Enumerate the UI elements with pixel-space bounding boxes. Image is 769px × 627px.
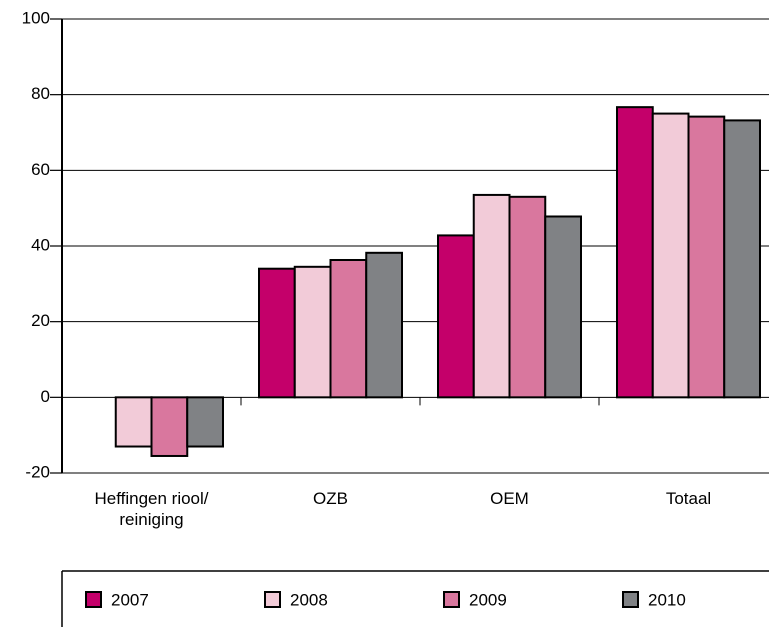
bar <box>329 258 368 399</box>
y-tick-label: 80 <box>31 84 50 103</box>
bar <box>544 215 582 399</box>
y-tick-label: 0 <box>41 387 50 406</box>
y-tick-label: 60 <box>31 160 50 179</box>
x-tick-label: OZB <box>313 489 348 508</box>
y-tick-label: 20 <box>31 311 50 330</box>
bar <box>365 251 403 399</box>
bar <box>258 267 296 399</box>
bar <box>651 112 690 399</box>
bar <box>150 396 189 457</box>
y-tick-label: 40 <box>31 235 50 254</box>
legend-label: 2010 <box>648 590 686 609</box>
bar <box>437 234 475 399</box>
legend-label: 2009 <box>469 590 507 609</box>
legend-swatch <box>264 591 281 608</box>
bar <box>687 115 726 399</box>
legend-label: 2007 <box>111 590 149 609</box>
legend-swatch <box>443 591 460 608</box>
bar <box>186 396 224 448</box>
y-tick-label: 100 <box>22 8 50 27</box>
x-tick-label: Totaal <box>665 489 712 508</box>
x-tick-label: Heffingen riool/ reiniging <box>94 489 209 529</box>
bar <box>616 106 654 399</box>
bar <box>114 396 153 448</box>
legend-swatch <box>622 591 639 608</box>
legend-label: 2008 <box>290 590 328 609</box>
y-tick-label: -20 <box>25 462 50 481</box>
bar <box>472 193 511 399</box>
bar <box>723 119 761 399</box>
bar <box>508 195 547 399</box>
legend-swatch <box>85 591 102 608</box>
x-tick-label: OEM <box>490 489 529 508</box>
bar <box>293 265 332 399</box>
